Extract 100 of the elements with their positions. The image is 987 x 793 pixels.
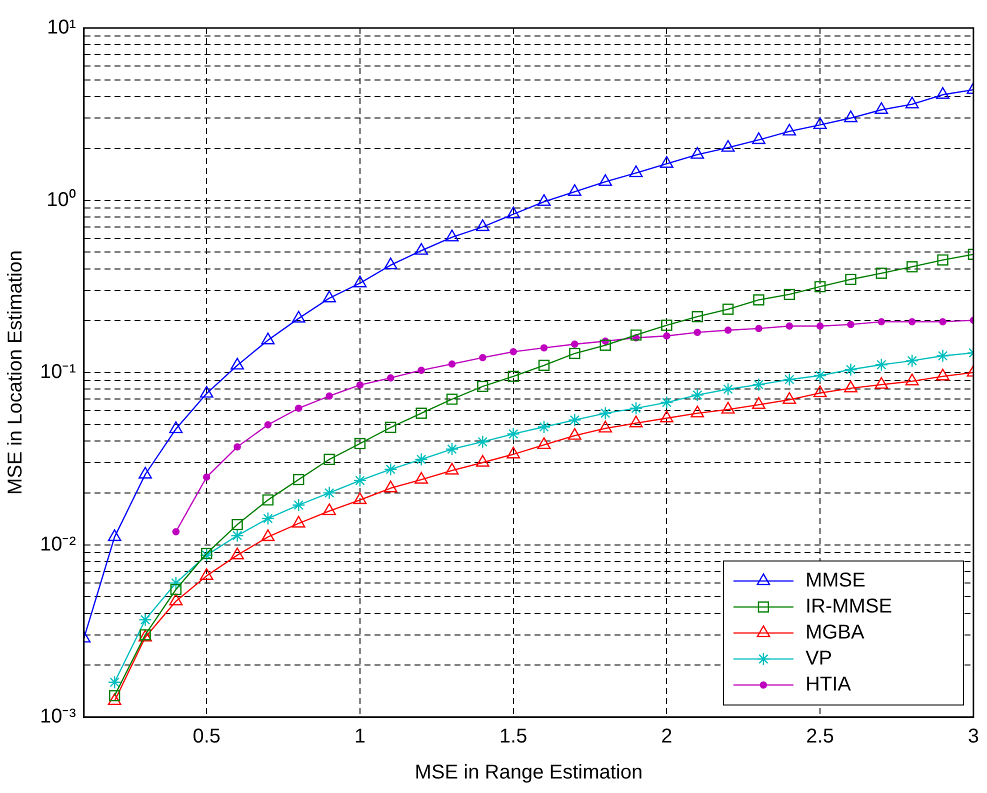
point [448,360,456,368]
point [878,318,886,326]
point [538,360,550,371]
point [232,518,243,530]
point [445,442,459,456]
point [322,486,336,500]
point [201,548,212,560]
point [722,304,734,315]
point [293,474,304,486]
point [508,370,519,382]
x-tick-label: 2.5 [806,726,834,748]
point [660,396,674,410]
point [660,410,674,422]
point [234,443,241,451]
legend-label: MGBA [805,622,865,644]
point [108,676,122,689]
point [690,406,704,418]
point [264,421,272,428]
point [847,320,854,328]
point [813,117,827,129]
legend-label: VP [805,648,832,670]
point [663,332,670,340]
point [506,427,520,441]
point [477,380,488,392]
point [844,362,858,376]
point [568,184,582,196]
point [170,584,182,596]
point [661,320,672,331]
point [384,257,398,270]
point [353,276,367,288]
point [537,437,551,450]
x-tick-label: 1.5 [499,726,528,748]
point [782,392,796,404]
point [660,156,674,168]
point [786,322,794,330]
y-tick-label: 10⁻¹ [40,361,76,384]
point [292,310,306,323]
point [813,385,827,398]
legend-label: HTIA [805,674,852,696]
point [782,372,796,386]
point [571,340,578,348]
point [324,454,335,465]
point [169,421,183,434]
point [445,230,459,242]
point [874,358,888,372]
x-tick-label: 1 [354,726,366,748]
point [476,435,490,448]
point [936,87,950,99]
point [385,422,396,434]
point [479,354,486,362]
point [694,328,702,336]
point [416,408,427,419]
point [414,242,428,255]
x-tick-label: 3 [968,726,979,748]
point [598,406,612,420]
point [752,378,766,392]
point [844,110,858,122]
point [937,254,948,266]
point [414,452,428,466]
point [356,381,364,389]
point [326,392,333,400]
point [322,290,336,302]
point [755,324,762,332]
point [752,397,766,409]
point [814,281,826,292]
point [844,380,858,392]
y-tick-label: 10⁻² [40,533,76,556]
point [816,322,824,330]
point [200,548,214,562]
point [230,528,244,542]
point [906,261,918,272]
point [782,124,796,136]
point [721,402,735,414]
point [724,326,732,334]
point [690,388,704,402]
point [261,512,275,526]
point [537,420,551,434]
point [446,394,458,405]
point [108,690,120,702]
point [905,354,919,368]
point [138,613,152,626]
point [568,413,582,427]
point [230,358,244,370]
x-tick-label: 2 [661,726,672,748]
point [629,402,643,415]
point [510,348,517,356]
point [537,194,551,206]
point [629,165,643,178]
point [845,274,856,286]
point [386,374,394,382]
point [262,494,274,506]
point [353,474,367,488]
point [690,146,704,159]
x-tick-label: 0.5 [192,726,221,748]
point [936,368,950,380]
point [692,311,703,322]
point [384,462,398,476]
point [629,416,643,428]
point [261,332,275,344]
point [292,498,306,512]
